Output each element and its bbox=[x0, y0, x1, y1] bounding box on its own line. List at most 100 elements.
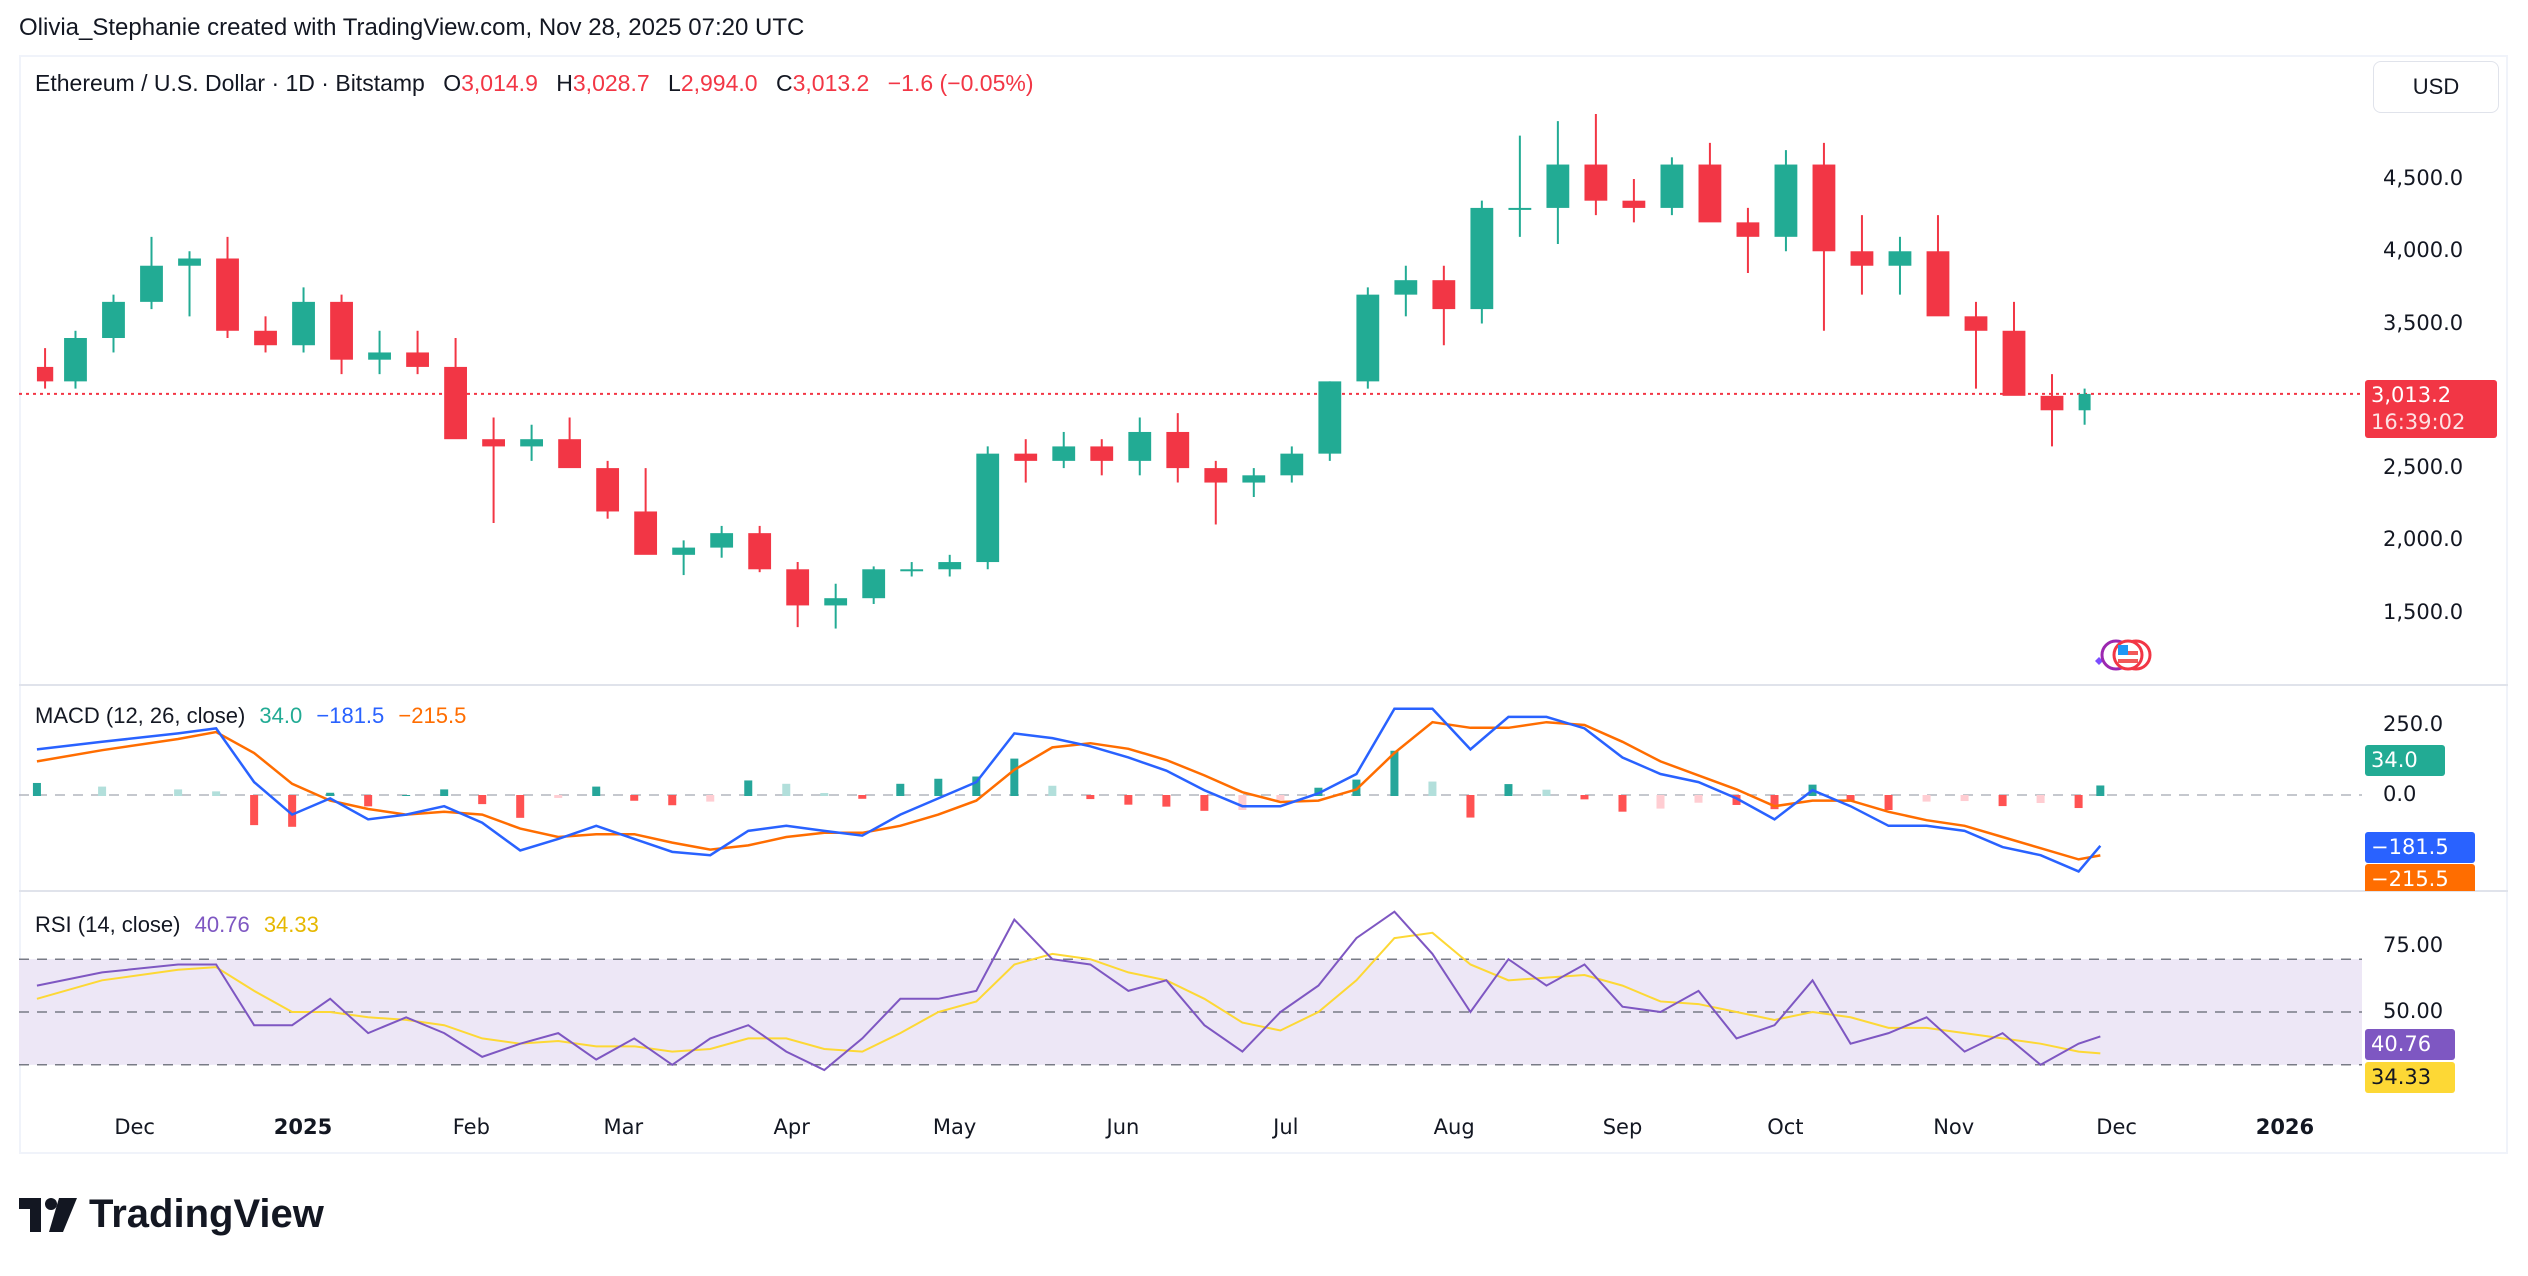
sparkle-icon bbox=[2095, 657, 2103, 665]
time-tick-label: Jul bbox=[1273, 1115, 1299, 1139]
macd-histogram-bar bbox=[782, 783, 791, 796]
candle-body bbox=[1584, 164, 1608, 201]
macd-histogram-bar bbox=[212, 791, 221, 796]
candle-body bbox=[1014, 453, 1038, 461]
time-tick-label: Feb bbox=[452, 1115, 490, 1139]
macd-histogram-bar bbox=[744, 780, 753, 796]
candle-body bbox=[2040, 395, 2064, 411]
rsi-ma-tag: 34.33 bbox=[2365, 1062, 2455, 1093]
time-tick-label: Dec bbox=[114, 1115, 155, 1139]
macd-histogram-bar bbox=[478, 795, 487, 805]
macd-signal-tag-clip: −215.5 bbox=[2365, 864, 2475, 891]
macd-histogram-bar bbox=[2096, 785, 2105, 796]
macd-hist-tag: 34.0 bbox=[2365, 745, 2445, 776]
grid bbox=[19, 684, 2508, 892]
economic-events-flag[interactable] bbox=[2090, 635, 2160, 675]
macd-legend: MACD (12, 26, close) 34.0 −181.5 −215.5 bbox=[35, 703, 466, 729]
macd-histogram-bar bbox=[1960, 795, 1969, 802]
candle-body bbox=[1508, 207, 1532, 210]
price-tick-label: 4,000.0 bbox=[2383, 238, 2464, 263]
rsi-line bbox=[36, 910, 2101, 1072]
macd-histogram-bar bbox=[32, 782, 41, 796]
tradingview-logo-icon bbox=[19, 1197, 77, 1232]
macd-histogram-bar bbox=[1770, 795, 1779, 810]
macd-histogram-bar bbox=[668, 795, 677, 806]
rsi-legend: RSI (14, close) 40.76 34.33 bbox=[35, 912, 319, 938]
candle-body bbox=[1432, 280, 1456, 310]
macd-histogram-bar bbox=[972, 776, 981, 796]
macd-histogram-bar bbox=[1124, 795, 1133, 805]
macd-histogram-bar bbox=[1998, 795, 2007, 807]
macd-histogram-bar bbox=[2074, 795, 2083, 809]
candle-body bbox=[862, 569, 886, 599]
macd-hist-value: 34.0 bbox=[259, 703, 303, 728]
symbol-title[interactable]: Ethereum / U.S. Dollar · 1D · Bitstamp bbox=[35, 70, 425, 96]
candle-body bbox=[596, 468, 620, 512]
rsi-title[interactable]: RSI (14, close) bbox=[35, 912, 181, 937]
price-tick-label: 2,000.0 bbox=[2383, 527, 2464, 552]
time-tick-label: Mar bbox=[603, 1115, 644, 1139]
time-tick-label: Apr bbox=[773, 1115, 810, 1139]
candle-body bbox=[1926, 251, 1950, 317]
rsi-tick-label: 75.00 bbox=[2383, 933, 2444, 957]
macd-histogram-bar bbox=[554, 795, 563, 798]
us-flag-icon bbox=[2095, 639, 2152, 671]
chart-frame bbox=[19, 55, 2508, 1154]
macd-signal-tag: −215.5 bbox=[2365, 864, 2475, 891]
chart-credit: Olivia_Stephanie created with TradingVie… bbox=[19, 14, 805, 41]
candle-body bbox=[1280, 453, 1304, 476]
time-tick-label: Sep bbox=[1602, 1115, 1643, 1139]
macd-histogram-bar bbox=[1010, 758, 1019, 796]
candle-body bbox=[1090, 446, 1114, 461]
high-label: H bbox=[556, 70, 573, 96]
time-tick-label: Jun bbox=[1106, 1115, 1140, 1139]
macd-tick-label: 0.0 bbox=[2383, 782, 2417, 806]
candle-body bbox=[444, 366, 467, 440]
macd-value: −181.5 bbox=[316, 703, 385, 728]
candle-body bbox=[254, 330, 277, 346]
macd-tag: −181.5 bbox=[2365, 832, 2475, 863]
candle-body bbox=[1470, 207, 1494, 310]
macd-histogram-bar bbox=[1390, 750, 1399, 796]
macd-histogram-bar bbox=[1884, 795, 1893, 810]
macd-histogram-bar bbox=[1542, 789, 1551, 796]
macd-histogram-bar bbox=[516, 795, 525, 818]
candle-body bbox=[292, 301, 315, 346]
macd-histogram-bar bbox=[1694, 795, 1703, 803]
close-label: C bbox=[775, 70, 793, 96]
candle-body bbox=[748, 533, 772, 570]
macd-histogram-bar bbox=[1238, 795, 1247, 810]
macd-histogram-bar bbox=[630, 795, 639, 801]
candle-body bbox=[2002, 330, 2026, 396]
candle-body bbox=[1660, 164, 1684, 208]
candle-body bbox=[1166, 431, 1190, 469]
candle-body bbox=[938, 562, 962, 570]
candle-body bbox=[482, 439, 505, 447]
macd-title[interactable]: MACD (12, 26, close) bbox=[35, 703, 246, 728]
candle-body bbox=[634, 511, 658, 555]
macd-histogram-bar bbox=[402, 795, 411, 796]
tradingview-logo-text: TradingView bbox=[89, 1192, 324, 1236]
macd-histogram-bar bbox=[1846, 795, 1855, 802]
macd-histogram-bar bbox=[1656, 795, 1665, 809]
rsi-ma-value: 34.33 bbox=[263, 912, 319, 937]
candle-body bbox=[1812, 164, 1836, 252]
rsi-tick-label: 50.00 bbox=[2383, 999, 2444, 1023]
macd-histogram-bar bbox=[364, 795, 373, 807]
time-tick-label: Oct bbox=[1767, 1115, 1804, 1139]
macd-signal-value: −215.5 bbox=[398, 703, 467, 728]
open-label: O bbox=[443, 70, 462, 96]
bar-countdown: 16:39:02 bbox=[2371, 410, 2466, 434]
currency-button[interactable]: USD bbox=[2373, 61, 2499, 113]
macd-histogram-bar bbox=[1922, 795, 1931, 802]
candle-body bbox=[1128, 431, 1152, 461]
tradingview-logo[interactable]: TradingView bbox=[19, 1192, 324, 1237]
macd-signal-line bbox=[36, 720, 2101, 861]
macd-line bbox=[36, 707, 2102, 873]
current-price: 3,013.2 bbox=[2371, 383, 2452, 407]
time-tick-label: Nov bbox=[1933, 1115, 1975, 1139]
low-label: L bbox=[668, 70, 681, 96]
macd-histogram-bar bbox=[934, 778, 943, 796]
macd-histogram-bar bbox=[288, 795, 297, 827]
